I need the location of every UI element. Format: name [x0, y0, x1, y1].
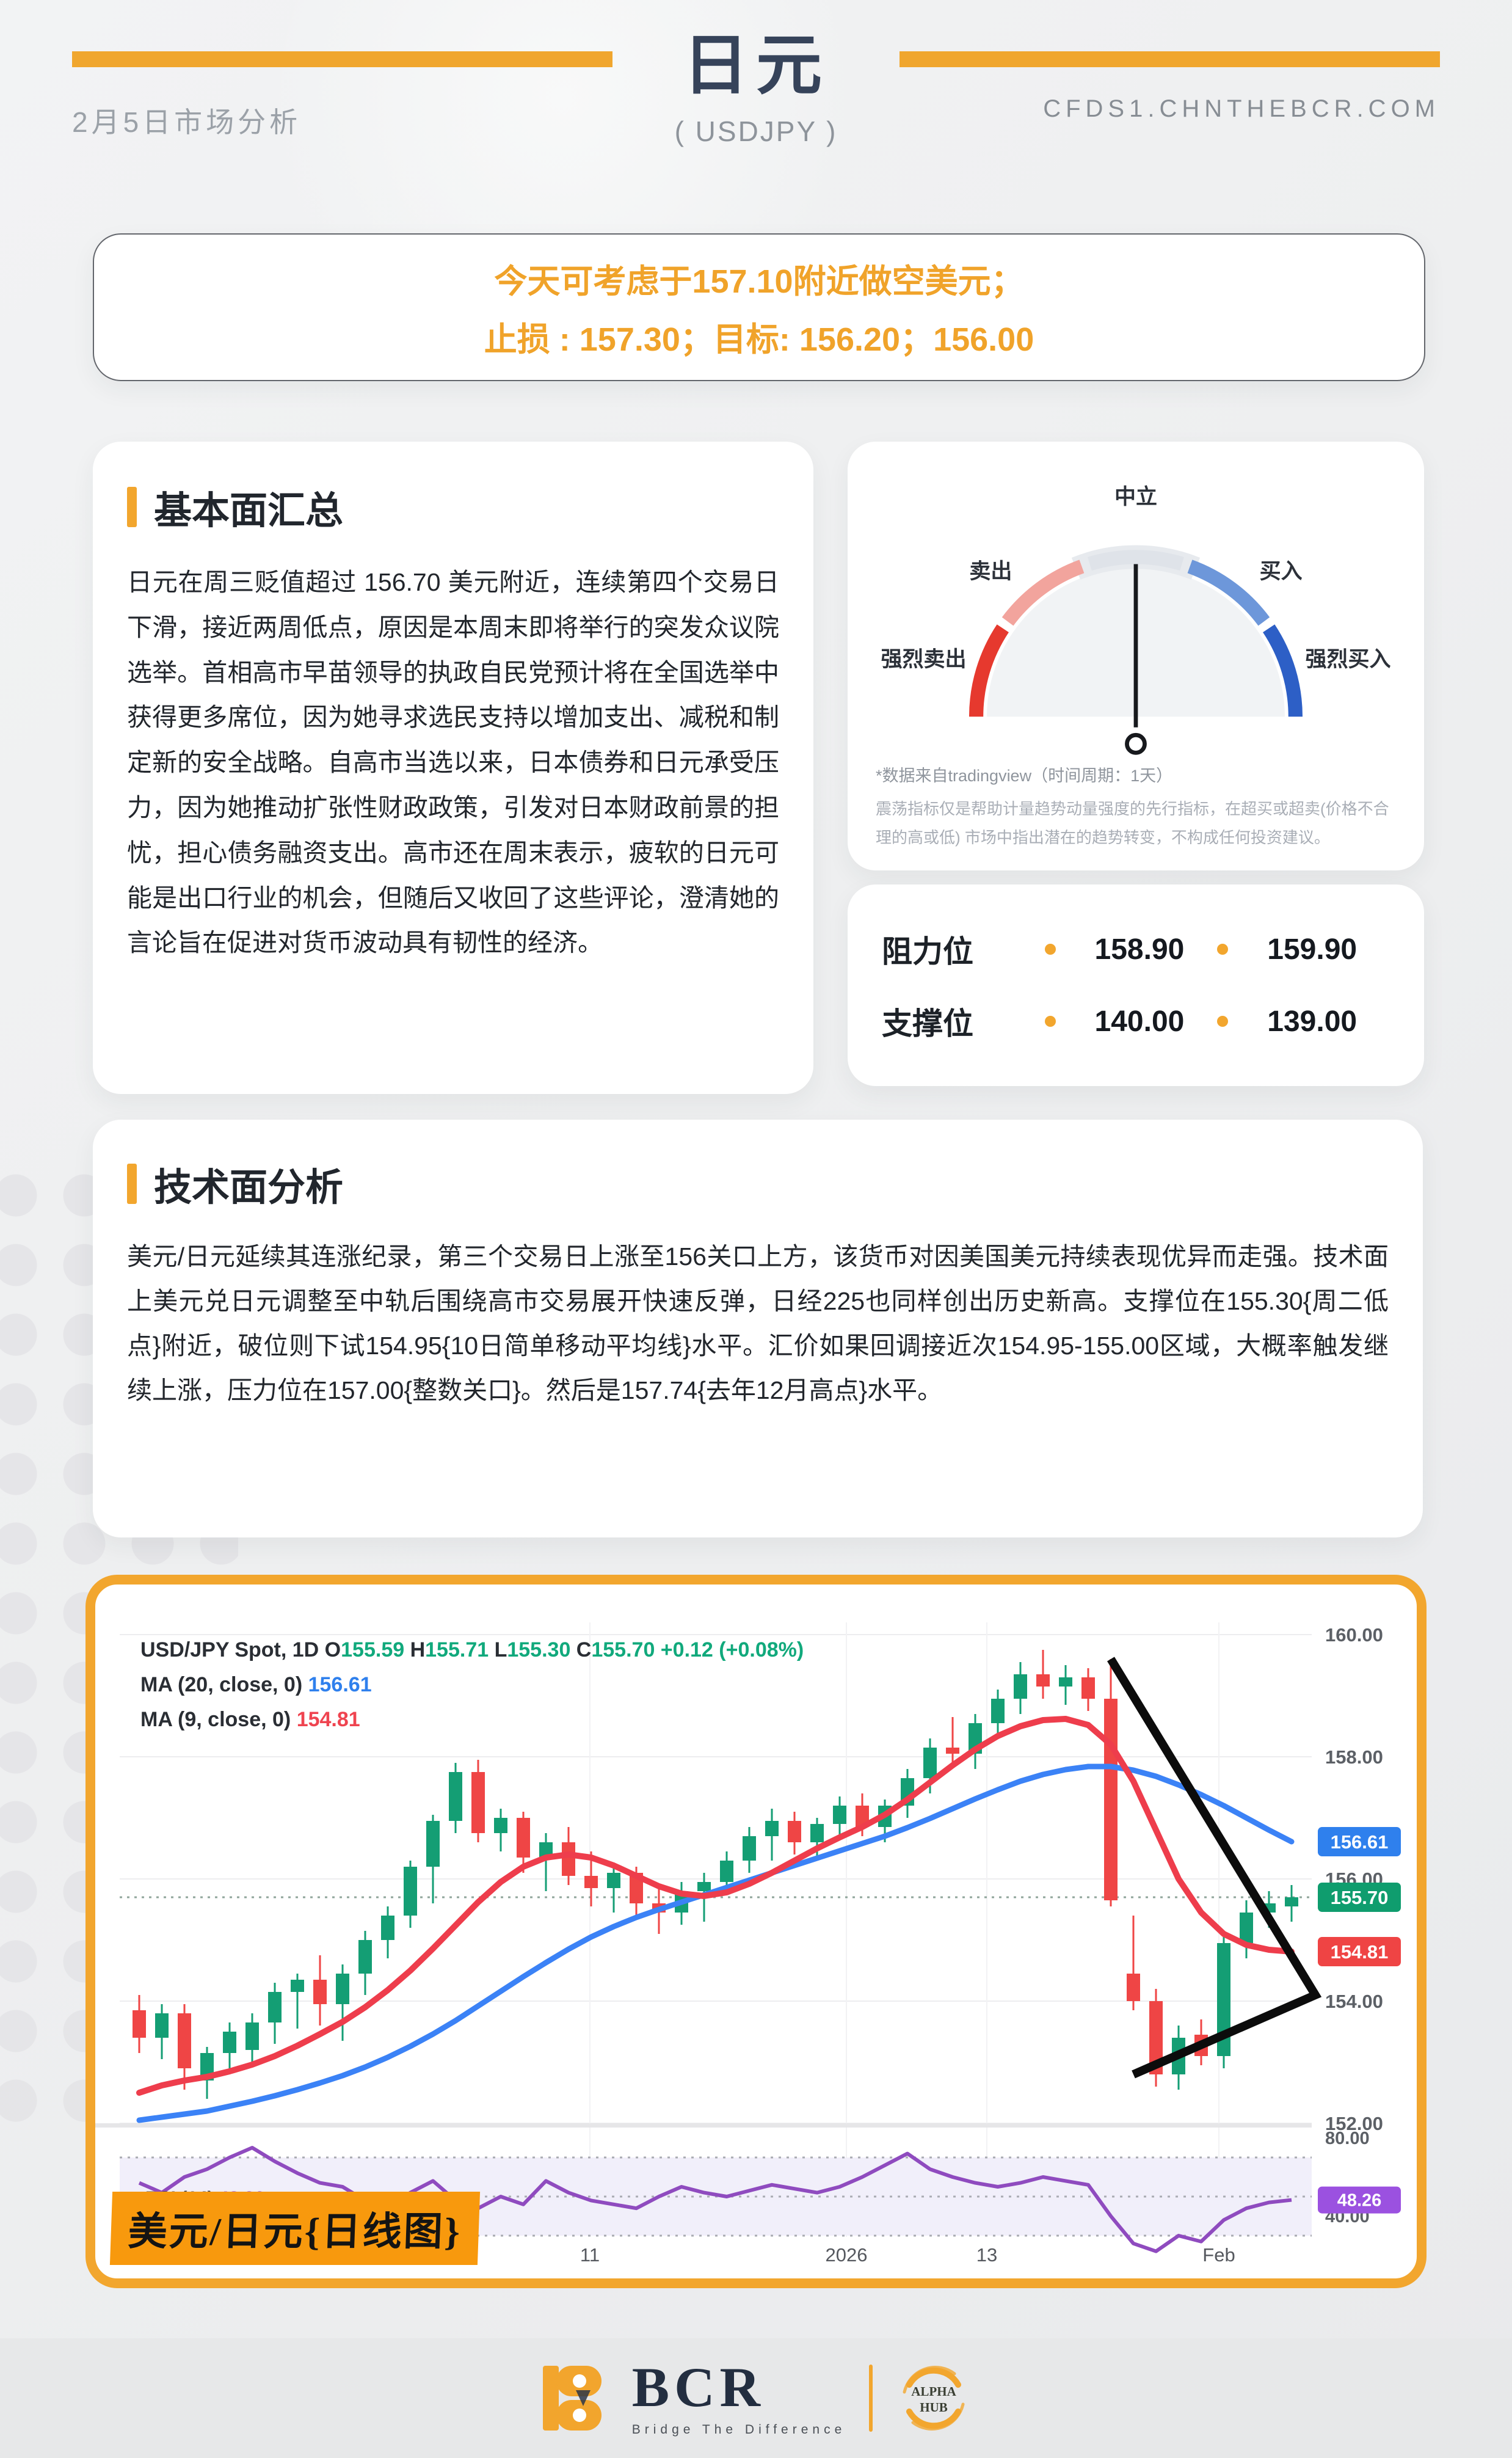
- section-accent-bar: [127, 1164, 137, 1204]
- advice-line-1: 今天可考虑于157.10附近做空美元；: [494, 263, 1024, 300]
- fundamental-title-row: 基本面汇总: [127, 480, 779, 534]
- svg-text:152.00: 152.00: [1325, 2113, 1383, 2134]
- bcr-tagline: Bridge The Difference: [631, 2423, 846, 2437]
- header-right-accent-bar: [900, 51, 1440, 67]
- report-date-label: 2月5日市场分析: [72, 106, 302, 138]
- technical-card: 技术面分析 美元/日元延续其连涨纪录，第三个交易日上涨至156关口上方，该货币对…: [93, 1120, 1423, 1537]
- svg-text:ALPHA: ALPHA: [912, 2384, 957, 2399]
- chart-legend-ma20: MA (20, close, 0) 156.61: [140, 1673, 372, 1696]
- chart-legend-ma9: MA (9, close, 0) 154.81: [140, 1708, 360, 1731]
- header-right: CFDS1.CHNTHEBCR.COM: [900, 51, 1440, 123]
- svg-text:160.00: 160.00: [1325, 1624, 1383, 1646]
- svg-text:158.00: 158.00: [1325, 1746, 1383, 1768]
- bcr-logo-text-block: BCR Bridge The Difference: [632, 2359, 846, 2437]
- page-title: 日元: [682, 28, 829, 102]
- gauge-label-neutral: 中立: [1114, 485, 1158, 509]
- gauge-disclaimer: 震荡指标仅是帮助计量趋势动量强度的先行指标，在超买或超卖(价格不合理的高或低) …: [876, 800, 1389, 847]
- price-chart-card: 160.00 158.00 156.00 154.00 152.00 11 2026 13 Fe…: [85, 1575, 1427, 2288]
- svg-text:80.00: 80.00: [1325, 2129, 1370, 2148]
- gauge-label-sell: 卖出: [969, 559, 1012, 583]
- svg-text:154.00: 154.00: [1325, 1991, 1383, 2012]
- sentiment-gauge-card: 中立 卖出 买入 强烈卖出 强烈买入 *数据来自tradingview（时间周期…: [848, 442, 1424, 870]
- footer-divider: [869, 2365, 873, 2432]
- levels-card: 阻力位 158.90 159.90 支撑位 140.00 139.00: [848, 884, 1424, 1086]
- gauge-source-note: *数据来自tradingview（时间周期：1天）: [876, 767, 1173, 786]
- gauge-label-strong-buy: 强烈买入: [1305, 647, 1391, 672]
- gauge-svg: [969, 545, 1303, 755]
- support-value-2: 139.00: [1267, 1005, 1358, 1038]
- header-left-accent-bar: [72, 51, 612, 67]
- sentiment-gauge: 中立 卖出 买入 强烈卖出 强烈买入: [876, 462, 1396, 755]
- resistance-label: 阻力位: [882, 935, 973, 969]
- resistance-value-2: 159.90: [1267, 933, 1358, 966]
- fundamental-card: 基本面汇总 日元在周三贬值超过 156.70 美元附近，连续第四个交易日下滑，接…: [93, 442, 813, 1094]
- bullet-icon: [1217, 944, 1229, 955]
- section-accent-bar: [127, 487, 137, 527]
- bullet-icon: [1044, 1016, 1056, 1027]
- alpha-hub-badge: ALPHA HUB: [903, 2366, 965, 2431]
- svg-text:Feb: Feb: [1202, 2244, 1235, 2266]
- advice-line-2: 止损 : 157.30；目标: 156.20；156.00: [484, 321, 1034, 358]
- support-value-1: 140.00: [1094, 1005, 1185, 1038]
- technical-title-row: 技术面分析: [127, 1156, 1389, 1211]
- footer: BCR Bridge The Difference ALPHA HUB: [0, 2338, 1512, 2458]
- fundamental-body: 日元在周三贬值超过 156.70 美元附近，连续第四个交易日下滑，接近两周低点，…: [127, 568, 779, 957]
- svg-text:156.61: 156.61: [1331, 1831, 1389, 1853]
- gauge-label-buy: 买入: [1259, 559, 1303, 583]
- svg-text:13: 13: [976, 2244, 997, 2266]
- resistance-value-1: 158.90: [1094, 933, 1185, 966]
- site-url: CFDS1.CHNTHEBCR.COM: [1043, 95, 1440, 122]
- fundamental-title: 基本面汇总: [154, 490, 344, 532]
- chart-stamp: 美元/日元{日线图}: [109, 2192, 481, 2265]
- svg-text:11: 11: [580, 2244, 600, 2266]
- resistance-row: 阻力位 158.90 159.90: [882, 927, 1390, 971]
- bullet-icon: [1217, 1016, 1229, 1027]
- svg-text:155.70: 155.70: [1331, 1887, 1389, 1908]
- header-left: 2月5日市场分析: [72, 51, 612, 140]
- header-title-block: 日元 ( USDJPY ): [612, 21, 900, 148]
- support-row: 支撑位 140.00 139.00: [882, 999, 1390, 1043]
- chart-legend: USD/JPY Spot, 1D O155.59 H155.71 L155.30…: [140, 1638, 804, 1732]
- svg-text:154.81: 154.81: [1331, 1941, 1389, 1963]
- bcr-logo-icon: [542, 2366, 602, 2431]
- technical-title: 技术面分析: [154, 1167, 344, 1209]
- svg-text:48.26: 48.26: [1337, 2191, 1382, 2211]
- bcr-logo-text: BCR: [631, 2356, 765, 2418]
- trade-advice-box: 今天可考虑于157.10附近做空美元； 止损 : 157.30；目标: 156.…: [93, 233, 1425, 381]
- support-label: 支撑位: [882, 1007, 973, 1041]
- header: 2月5日市场分析 日元 ( USDJPY ) CFDS1.CHNTHEBCR.C…: [0, 0, 1512, 148]
- technical-body: 美元/日元延续其连涨纪录，第三个交易日上涨至156关口上方，该货币对因美国美元持…: [127, 1242, 1389, 1404]
- price-chart: 160.00 158.00 156.00 154.00 152.00 11 2026 13 Fe…: [95, 1585, 1417, 2278]
- gauge-label-strong-sell: 强烈卖出: [881, 647, 967, 672]
- svg-text:HUB: HUB: [920, 2400, 948, 2415]
- svg-text:2026: 2026: [826, 2244, 868, 2266]
- bullet-icon: [1044, 944, 1056, 955]
- chart-legend-ohlc: USD/JPY Spot, 1D O155.59 H155.71 L155.30…: [140, 1638, 804, 1661]
- page-subtitle: ( USDJPY ): [674, 115, 838, 147]
